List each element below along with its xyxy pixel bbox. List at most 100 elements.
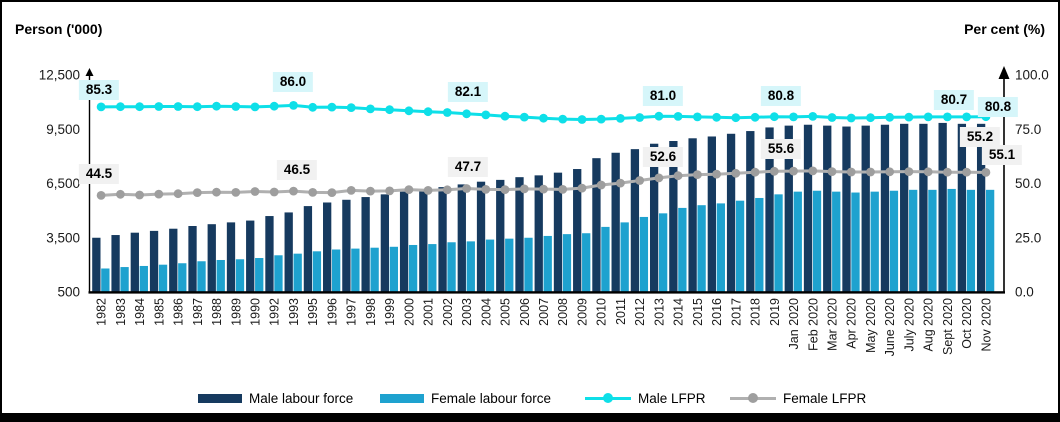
bar-female-labour-force-sept-2020 (947, 188, 956, 292)
annotation-male-lfpr-80-7: 80.7 (933, 90, 975, 110)
point-male-lfpr-aug-2020 (923, 112, 933, 122)
bar-male-labour-force-feb-2020 (803, 124, 813, 292)
bar-female-labour-force-2016 (716, 203, 725, 292)
point-female-lfpr-1992 (269, 187, 279, 197)
bar-female-labour-force-1988 (216, 259, 225, 292)
bar-male-labour-force-1982 (92, 237, 101, 292)
point-female-lfpr-1997 (346, 186, 356, 195)
bar-female-labour-force-2013 (658, 213, 668, 292)
bar-male-labour-force-apr-2020 (842, 126, 851, 292)
point-male-lfpr-1987 (192, 102, 202, 112)
x-tick-label: 1993 (287, 298, 301, 326)
annotation-male-lfpr-80-8: 80.8 (760, 86, 802, 106)
bar-male-labour-force-2017 (726, 133, 736, 292)
bar-male-labour-force-2005 (496, 179, 505, 292)
bar-male-labour-force-1992 (265, 216, 274, 292)
bar-male-labour-force-1995 (303, 206, 313, 292)
annotation-female-lfpr-52-6: 52.6 (642, 147, 684, 167)
point-female-lfpr-2003 (462, 184, 471, 193)
annotation-male-lfpr-81-0: 81.0 (642, 86, 684, 106)
point-female-lfpr-2005 (500, 185, 510, 195)
point-male-lfpr-1985 (154, 102, 164, 111)
point-female-lfpr-june-2020 (885, 167, 895, 177)
bar-male-labour-force-2010 (592, 158, 601, 292)
point-male-lfpr-1983 (116, 102, 125, 112)
bar-male-labour-force-2011 (611, 152, 620, 292)
point-female-lfpr-2008 (558, 185, 568, 194)
bar-male-labour-force-oct-2020 (957, 123, 967, 292)
point-male-lfpr-1992 (269, 101, 279, 111)
bar-female-labour-force-1997 (351, 248, 360, 292)
chart-plot: 12,500 9,500 6,500 3,500 500 100.0 75.0 50.0 25.… (39, 66, 1049, 356)
bar-male-labour-force-1983 (111, 235, 120, 292)
x-tick-label: 1983 (114, 298, 128, 326)
bar-female-labour-force-1990 (255, 258, 264, 292)
left-axis-tick: 12,500 (39, 68, 80, 83)
legend-line-swatch-icon (730, 393, 776, 403)
bar-female-labour-force-2011 (620, 222, 629, 292)
bar-female-labour-force-aug-2020 (928, 189, 937, 292)
point-male-lfpr-2018 (750, 112, 760, 122)
right-axis-arrow-icon (998, 66, 1010, 79)
bar-male-labour-force-1999 (380, 194, 390, 292)
annotation-male-lfpr-82-1: 82.1 (447, 82, 489, 102)
bar-male-labour-force-1984 (130, 232, 139, 292)
x-tick-label: 1989 (229, 298, 243, 326)
point-male-lfpr-1988 (212, 101, 221, 111)
annotation-male-lfpr-85-3: 85.3 (78, 80, 120, 100)
legend-item-male-lfpr: Male LFPR (585, 387, 706, 409)
bar-male-labour-force-2014 (669, 141, 678, 292)
point-male-lfpr-2014 (673, 112, 683, 121)
x-tick-label: 2007 (537, 298, 551, 326)
point-male-lfpr-2000 (404, 106, 414, 116)
point-female-lfpr-oct-2020 (962, 167, 971, 177)
bar-female-labour-force-may-2020 (870, 191, 879, 292)
x-tick-label: 1990 (249, 298, 263, 326)
x-tick-label: 2012 (633, 298, 647, 326)
bar-male-labour-force-2006 (515, 177, 524, 292)
point-male-lfpr-2013 (654, 111, 664, 121)
x-tick-label: 2014 (672, 298, 686, 326)
bar-male-labour-force-1990 (246, 220, 255, 292)
point-female-lfpr-1989 (231, 188, 241, 197)
bar-female-labour-force-2003 (466, 241, 475, 292)
point-female-lfpr-2017 (731, 168, 741, 178)
x-tick-label: 2010 (595, 298, 609, 326)
bar-male-labour-force-1986 (169, 228, 178, 292)
x-tick-label: Feb 2020 (806, 298, 820, 351)
point-male-lfpr-2006 (519, 112, 529, 122)
legend: Male labour force Female labour force Male… (2, 387, 1058, 411)
point-male-lfpr-2009 (577, 115, 587, 124)
point-male-lfpr-1998 (366, 104, 375, 114)
annotation-female-lfpr-55-1: 55.1 (981, 145, 1023, 165)
right-axis-tick: 75.0 (1015, 122, 1041, 137)
point-female-lfpr-2014 (673, 171, 683, 181)
point-female-lfpr-2002 (442, 185, 452, 195)
x-tick-label: Jan 2020 (787, 298, 801, 349)
bar-female-labour-force-2002 (447, 242, 456, 292)
x-tick-label: 1998 (364, 298, 378, 326)
point-female-lfpr-2018 (750, 167, 760, 177)
bar-female-labour-force-jan-2020 (793, 191, 802, 292)
bar-female-labour-force-2006 (524, 237, 533, 292)
x-tick-label: Nov 2020 (979, 298, 993, 352)
point-female-lfpr-1988 (212, 187, 221, 197)
point-female-lfpr-1987 (192, 188, 202, 198)
x-tick-label: 2015 (691, 298, 705, 326)
x-tick-label: Apr 2020 (845, 298, 859, 349)
point-male-lfpr-apr-2020 (846, 113, 856, 123)
x-tick-label: 1995 (306, 298, 320, 326)
x-tick-label: 2008 (556, 298, 570, 326)
annotation-male-lfpr-86-0: 86.0 (272, 72, 314, 92)
x-tick-label: 1982 (95, 298, 109, 326)
annotation-female-lfpr-44-5: 44.5 (78, 164, 120, 184)
bar-female-labour-force-2005 (505, 238, 514, 292)
right-axis-tick: 50.0 (1015, 176, 1041, 191)
point-female-lfpr-2019 (769, 166, 779, 176)
x-tick-label: 1987 (191, 298, 205, 326)
bar-male-labour-force-nov-2020 (976, 123, 986, 292)
bar-male-labour-force-2002 (438, 187, 447, 292)
bar-male-labour-force-2004 (476, 181, 486, 292)
point-male-lfpr-1997 (346, 103, 356, 112)
